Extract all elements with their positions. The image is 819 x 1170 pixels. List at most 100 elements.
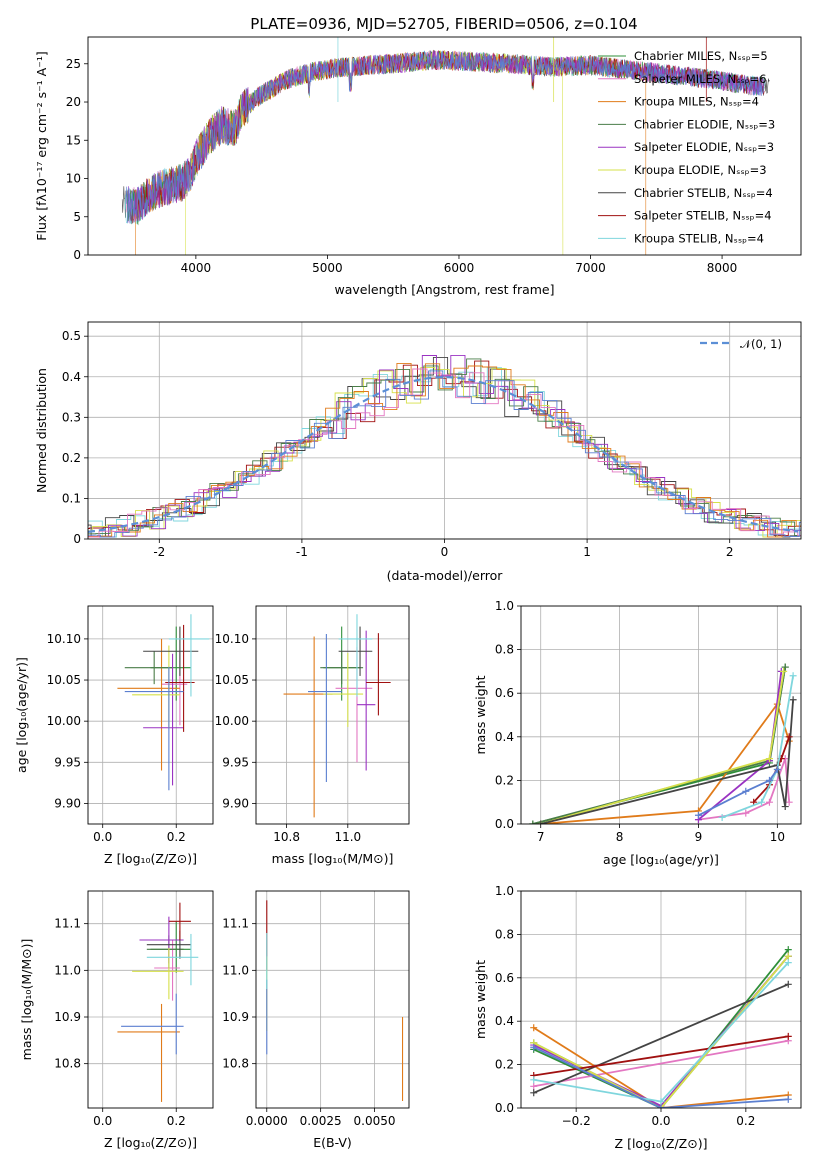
panel-spectrum: 4000 5000 6000 7000 8000 0 5 10 15 20 25 wavelength… <box>34 15 802 297</box>
x-tick-label: 0.0 <box>651 1114 670 1128</box>
weight-line <box>540 699 794 824</box>
x-tick-label: 0.2 <box>167 830 186 844</box>
weight-marker <box>718 813 726 821</box>
legend-label: Kroupa MILES, Nₛₛₚ=4 <box>634 95 759 109</box>
weight-marker <box>789 672 797 680</box>
y-tick-label: 0.8 <box>495 927 514 941</box>
y-axis-label: age [log₁₀(age/yr)] <box>14 657 29 773</box>
weight-marker <box>657 1104 665 1108</box>
x-tick-label: 7 <box>537 830 545 844</box>
panel-mass_vs_Z: 0.0 0.2 10.8 10.9 11.0 11.1 Z [log₁₀(Z/Z⊙)] mas… <box>19 890 214 1150</box>
y-tick-label: 10.9 <box>222 1010 249 1024</box>
y-tick-label: 0.8 <box>495 643 514 657</box>
plot-area-mass_weight_vs_age <box>521 606 801 824</box>
normal-curve <box>88 376 799 533</box>
weight-marker <box>785 733 793 741</box>
x-tick-label: 1 <box>583 545 591 559</box>
y-tick-label: 0.6 <box>495 971 514 985</box>
x-axis-label: Z [log₁₀(Z/Z⊙)] <box>615 1136 708 1151</box>
axes-frame <box>87 605 214 825</box>
legend-label: Salpeter ELODIE, Nₛₛₚ=3 <box>634 140 774 154</box>
legend-label: Chabrier STELIB, Nₛₛₚ=4 <box>634 186 773 200</box>
x-axis-label: Z [log₁₀(Z/Z⊙)] <box>104 1135 197 1150</box>
x-axis-label: mass [log₁₀(M/M⊙)] <box>272 851 394 866</box>
weight-marker <box>785 798 793 806</box>
y-tick-label: 11.0 <box>222 963 249 977</box>
weight-marker <box>784 952 792 960</box>
plot-area-mass_weight_vs_Z <box>521 891 801 1108</box>
weight-line <box>533 1035 789 1077</box>
x-tick-label: 0.0025 <box>300 1114 342 1128</box>
legend-label: Kroupa STELIB, Nₛₛₚ=4 <box>634 231 764 245</box>
y-tick-label: 11.1 <box>54 917 81 931</box>
weight-line <box>533 1026 789 1108</box>
histogram-step <box>88 362 801 538</box>
axes-frame <box>87 890 214 1109</box>
weight-marker <box>781 663 789 671</box>
x-tick-label: 11.0 <box>334 830 361 844</box>
y-tick-label: 0.4 <box>495 1014 514 1028</box>
weight-line <box>698 768 779 817</box>
histogram-step <box>88 368 801 538</box>
y-tick-label: 10.9 <box>54 1010 81 1024</box>
axes-frame <box>520 605 802 825</box>
plot-area-age_vs_Z <box>88 606 213 824</box>
x-tick-label: -1 <box>296 545 308 559</box>
y-axis-label: mass [log₁₀(M/M⊙)] <box>19 939 34 1061</box>
y-tick-label: 0.2 <box>495 1058 514 1072</box>
weight-marker <box>789 696 797 704</box>
weight-marker <box>765 798 773 806</box>
weight-line <box>540 671 785 824</box>
x-axis-label: Z [log₁₀(Z/Z⊙)] <box>104 851 197 866</box>
weight-line <box>533 1039 789 1088</box>
x-axis-label: E(B-V) <box>313 1135 352 1150</box>
axes-frame <box>255 605 410 825</box>
x-tick-label: 0.2 <box>167 1114 186 1128</box>
axes-frame <box>255 890 410 1109</box>
weight-marker <box>784 1095 792 1103</box>
y-tick-label: 10.8 <box>222 1057 249 1071</box>
weight-marker <box>530 1076 538 1084</box>
x-tick-label: 2 <box>726 545 734 559</box>
weight-line <box>533 983 789 1094</box>
x-axis-label: wavelength [Angstrom, rest frame] <box>334 282 554 297</box>
x-axis-label: age [log₁₀(age/yr)] <box>603 852 719 867</box>
y-tick-label: 10.8 <box>54 1057 81 1071</box>
panel-mass_weight_vs_age: 7 8 9 10 0.0 0.2 0.4 0.6 0.8 1.0 age [log₁₀(age/yr… <box>473 599 802 867</box>
y-tick-label: 11.0 <box>54 963 81 977</box>
weight-marker <box>537 820 545 824</box>
histogram-step <box>88 354 801 538</box>
weight-line <box>721 675 794 819</box>
weight-marker <box>530 1024 538 1032</box>
y-tick-label: 10.00 <box>47 714 81 728</box>
y-tick-label: 10.05 <box>47 673 81 687</box>
y-tick-label: 0.5 <box>62 329 81 343</box>
axes-frame <box>87 36 802 256</box>
x-tick-label: 10 <box>770 830 785 844</box>
panel-residual_histogram: -2 -1 0 1 2 0 0.1 0.2 0.3 0.4 0.5 (data-model)/erro… <box>34 321 802 583</box>
weight-marker <box>780 667 788 675</box>
x-tick-label: 0.0 <box>93 1114 112 1128</box>
y-axis-label: mass weight <box>473 960 488 1039</box>
panel-mass_vs_ebv: 0.0000 0.0025 0.0050 10.8 10.9 11.0 11.1 E(B-V) <box>222 890 410 1150</box>
plot-area-age_vs_mass <box>256 606 409 824</box>
x-tick-label: 0 <box>441 545 449 559</box>
x-tick-label: 9 <box>695 830 703 844</box>
weight-marker <box>765 755 773 763</box>
y-tick-label: 0.6 <box>495 686 514 700</box>
plot-area-spectrum <box>121 37 770 255</box>
x-tick-label: 6000 <box>444 261 475 275</box>
y-tick-label: 9.90 <box>222 796 249 810</box>
x-tick-label: -2 <box>153 545 165 559</box>
y-tick-label: 0.0 <box>495 1101 514 1115</box>
panel-age_vs_Z: 0.0 0.2 9.90 9.95 10.00 10.05 10.10 Z [log₁₀(Z/… <box>14 605 214 866</box>
x-tick-label: 8 <box>616 830 624 844</box>
legend-label: Chabrier ELODIE, Nₛₛₚ=3 <box>634 117 775 131</box>
y-tick-label: 0.0 <box>495 817 514 831</box>
legend: 𝒩(0, 1) <box>700 337 782 351</box>
plot-area-mass_vs_ebv <box>256 891 409 1108</box>
x-tick-label: 0.2 <box>736 1114 755 1128</box>
legend-label: Salpeter MILES, Nₛₛₚ=6 <box>634 72 767 86</box>
plot-area-mass_vs_Z <box>88 891 213 1108</box>
